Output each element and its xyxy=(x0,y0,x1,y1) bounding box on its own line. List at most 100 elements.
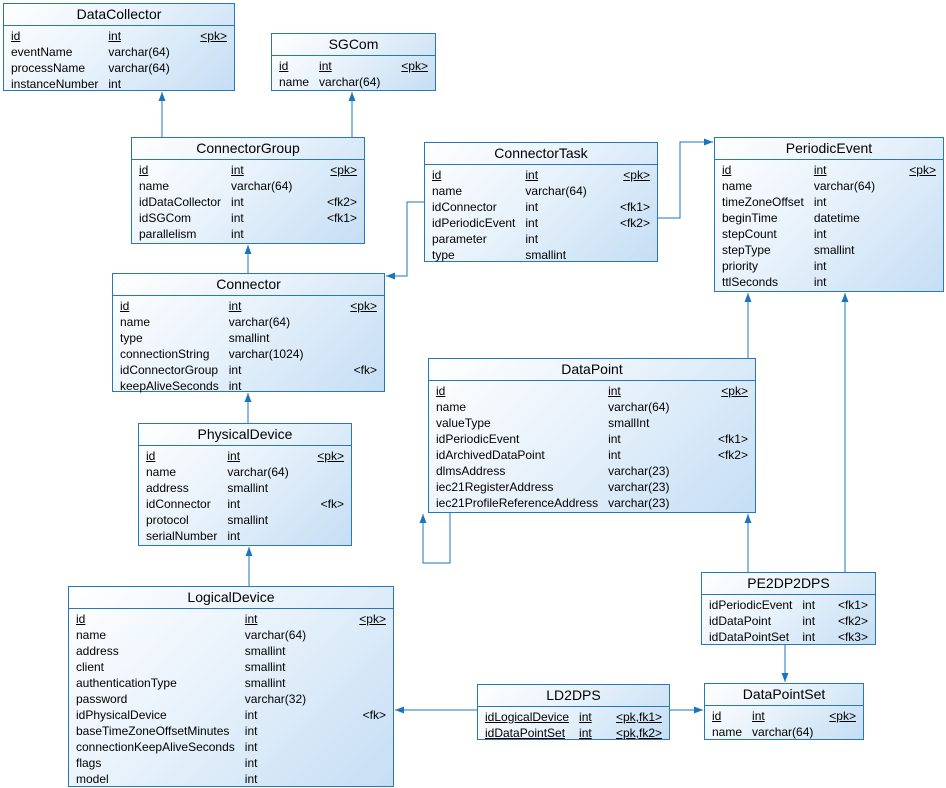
field-key-annotation xyxy=(909,258,936,274)
entity-field-list: id int <pk> name varchar(64) idDataCollector i… xyxy=(132,160,364,242)
field-name: name xyxy=(279,75,310,89)
field-type: int xyxy=(227,497,241,511)
field-type: varchar(32) xyxy=(244,692,307,706)
entity-title: PE2DP2DPS xyxy=(702,573,875,595)
field-key-annotation: <pk> xyxy=(623,168,650,182)
field-name: eventName xyxy=(11,45,73,59)
field-key-annotation: <fk> xyxy=(320,497,344,511)
field-key-annotation xyxy=(200,60,227,76)
field-name: parallelism xyxy=(139,227,197,241)
field-type: smallint xyxy=(525,248,567,262)
field-name: idSGCom xyxy=(139,211,192,225)
field-key-annotation xyxy=(620,183,650,199)
entity-title: Connector xyxy=(113,274,384,296)
field-name: baseTimeZoneOffsetMinutes xyxy=(76,724,230,738)
field-key-annotation xyxy=(401,74,428,90)
field-type: varchar(64) xyxy=(525,184,587,198)
field-type: int xyxy=(813,275,827,289)
field-type: int xyxy=(231,211,244,225)
field-type: varchar(64) xyxy=(108,61,170,75)
field-key-annotation: <fk1> xyxy=(326,211,357,225)
field-name: connectionKeepAliveSeconds xyxy=(76,740,235,754)
field-name: name xyxy=(712,725,743,739)
field-type: int xyxy=(108,29,122,43)
field-key-annotation xyxy=(350,330,377,346)
field-key-annotation: <fk1> xyxy=(619,200,650,214)
field-key-annotation: <fk2> xyxy=(326,195,357,209)
field-type: int xyxy=(813,195,827,209)
entity-ConnectorGroup[interactable]: ConnectorGroup id int <pk> name varchar(64) id… xyxy=(131,137,365,244)
field-name: idDataPointSet xyxy=(485,726,566,740)
field-name: type xyxy=(120,331,143,345)
field-key-annotation: <fk1> xyxy=(717,432,748,446)
field-key-annotation xyxy=(200,44,227,60)
field-key-annotation xyxy=(317,480,344,496)
field-name: name xyxy=(436,400,467,414)
field-type: smallint xyxy=(228,331,270,345)
field-name: priority xyxy=(722,259,759,273)
field-name: id xyxy=(436,384,446,398)
field-key-annotation xyxy=(620,231,650,247)
field-type: int xyxy=(244,612,258,626)
field-name: authenticationType xyxy=(76,676,177,690)
entity-ConnectorTask[interactable]: ConnectorTask id int <pk> name varchar(64) idC… xyxy=(424,142,658,262)
field-name: idPeriodicEvent xyxy=(432,216,516,230)
field-type: smallInt xyxy=(608,416,650,430)
arrowhead-icon xyxy=(704,138,713,146)
arrowhead-icon xyxy=(395,706,404,714)
entity-title: SGCom xyxy=(272,34,435,56)
entity-LD2DPS[interactable]: LD2DPS idLogicalDevice int <pk,fk1> idDataPo… xyxy=(477,684,670,740)
field-key-annotation: <fk> xyxy=(353,363,377,377)
entity-title: ConnectorGroup xyxy=(132,138,364,160)
entity-LogicalDevice[interactable]: LogicalDevice id int <pk> name varchar(64) add… xyxy=(68,586,394,787)
field-type: int xyxy=(802,614,816,628)
field-name: id xyxy=(120,299,130,313)
field-key-annotation xyxy=(909,242,936,258)
field-type: int xyxy=(608,448,621,462)
field-type: int xyxy=(228,363,242,377)
relation-connectortask-to-connector[interactable] xyxy=(386,201,424,277)
field-key-annotation: <pk> xyxy=(317,449,344,463)
field-key-annotation xyxy=(718,479,748,495)
field-name: id xyxy=(712,709,722,723)
field-name: iec21ProfileReferenceAddress xyxy=(436,496,599,510)
entity-PeriodicEvent[interactable]: PeriodicEvent id int <pk> name varchar(64) tim… xyxy=(714,137,944,292)
field-key-annotation: <fk2> xyxy=(619,216,650,230)
field-name: idConnector xyxy=(432,200,497,214)
field-name: id xyxy=(279,59,289,73)
field-name: keepAliveSeconds xyxy=(120,379,219,393)
field-key-annotation xyxy=(350,314,377,330)
entity-PhysicalDevice[interactable]: PhysicalDevice id int <pk> name varchar(64) ad… xyxy=(138,423,352,546)
field-type: int xyxy=(813,227,827,241)
field-key-annotation: <fk1> xyxy=(837,598,868,612)
field-name: name xyxy=(76,628,107,642)
field-key-annotation: <pk> xyxy=(909,163,936,177)
entity-DataPointSet[interactable]: DataPointSet id int <pk> name varchar(64) xyxy=(704,683,864,740)
field-type: int xyxy=(608,384,621,398)
field-name: address xyxy=(146,481,189,495)
field-type: int xyxy=(525,168,539,182)
field-type: int xyxy=(813,259,827,273)
entity-DataPoint[interactable]: DataPoint id int <pk> name varchar(64) valueTy… xyxy=(428,358,756,513)
entity-SGCom[interactable]: SGCom id int <pk> name varchar(64) xyxy=(271,33,436,91)
entity-field-list: id int <pk> name varchar(64) xyxy=(705,706,863,740)
field-name: stepType xyxy=(722,243,771,257)
field-key-annotation xyxy=(718,399,748,415)
field-type: smallint xyxy=(227,481,269,495)
field-type: int xyxy=(579,710,592,724)
arrowhead-icon xyxy=(841,293,849,302)
entity-title: LogicalDevice xyxy=(69,587,393,609)
relation-datapoint-self-reference[interactable] xyxy=(422,513,451,564)
field-key-annotation: <pk> xyxy=(330,163,357,177)
field-name: id xyxy=(146,449,156,463)
entity-title: DataPointSet xyxy=(705,684,863,706)
entity-Connector[interactable]: Connector id int <pk> name varchar(64) type sma… xyxy=(112,273,385,393)
entity-PE2DP2DPS[interactable]: PE2DP2DPS idPeriodicEvent int <fk1> idDataPo… xyxy=(701,572,876,645)
relation-connectortask-to-periodicevent[interactable] xyxy=(658,141,713,219)
field-type: int xyxy=(108,77,122,91)
field-type: int xyxy=(579,726,592,740)
field-name: client xyxy=(76,660,105,674)
entity-field-list: id int <pk> name varchar(64) address smallint i… xyxy=(139,446,351,544)
arrowhead-icon xyxy=(244,245,252,254)
entity-DataCollector[interactable]: DataCollector id int <pk> eventName varchar(6… xyxy=(3,3,235,91)
